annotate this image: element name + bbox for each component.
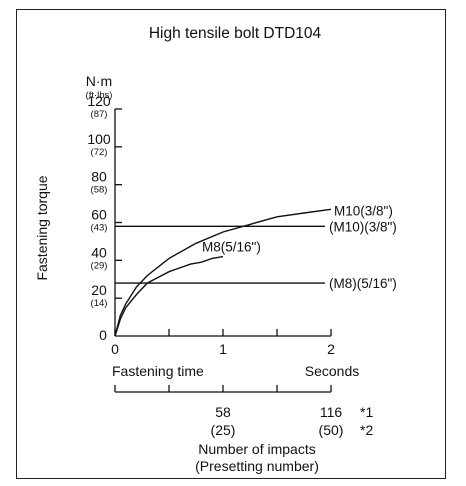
impacts-tick-label-alt: (50) [319, 422, 344, 438]
y-tick-label: 100 [87, 131, 111, 147]
chart-svg: High tensile bolt DTD104 N·m (ft·lbs) Fa… [34, 25, 397, 474]
y-tick-label: 120 [87, 93, 111, 109]
impacts-axis-label-1: Number of impacts [198, 441, 315, 457]
impacts-tick-label: 116 [320, 404, 343, 420]
x-axis-label: Fastening time [112, 363, 204, 379]
y-tick-label: 20 [91, 282, 107, 298]
series-line [114, 208, 332, 337]
series-label: (M8)(5/16") [329, 276, 397, 291]
series-label: M8(5/16") [202, 240, 261, 255]
x-tick-label: 1 [219, 341, 227, 357]
series-line [114, 255, 224, 337]
impacts-axis-label-2: (Presetting number) [195, 458, 319, 474]
y-tick-alt-label: (58) [91, 185, 108, 196]
y-unit-label: N·m [86, 73, 112, 89]
y-tick-label: 40 [91, 244, 107, 260]
y-tick-alt-label: (72) [91, 147, 108, 158]
impacts-tick-label: 58 [215, 404, 231, 420]
chart-frame: High tensile bolt DTD104 N·m (ft·lbs) Fa… [16, 9, 446, 479]
y-tick-label: 0 [99, 327, 107, 343]
series-label: M10(3/8") [334, 203, 393, 218]
y-tick-alt-label: (29) [91, 260, 108, 271]
y-tick-alt-label: (43) [91, 223, 108, 234]
chart-title: High tensile bolt DTD104 [149, 25, 322, 42]
x-unit-label: Seconds [305, 363, 359, 379]
impacts-note-1: *1 [360, 404, 373, 420]
x-tick-label: 2 [327, 341, 335, 357]
y-axis-label: Fastening torque [34, 175, 50, 280]
series-label: (M10)(3/8") [329, 219, 397, 234]
y-tick-alt-label: (87) [91, 109, 108, 120]
y-unit-alt-label: (ft·lbs) [86, 90, 113, 101]
y-tick-label: 60 [91, 207, 107, 223]
impacts-tick-label-alt: (25) [211, 422, 236, 438]
y-tick-alt-label: (14) [91, 298, 108, 309]
y-tick-label: 80 [91, 169, 107, 185]
x-tick-label: 0 [111, 341, 119, 357]
impacts-note-2: *2 [360, 422, 373, 438]
